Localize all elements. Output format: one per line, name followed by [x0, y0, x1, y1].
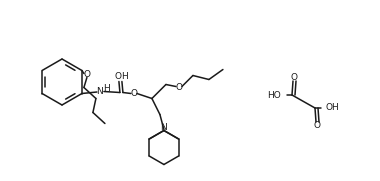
Text: O: O	[314, 121, 320, 131]
Text: O: O	[130, 89, 138, 98]
Text: O: O	[176, 83, 182, 92]
Text: OH: OH	[326, 104, 340, 113]
Text: N: N	[160, 123, 167, 132]
Text: O: O	[290, 73, 298, 81]
Text: O: O	[114, 72, 122, 81]
Text: H: H	[121, 72, 128, 81]
Text: N: N	[97, 87, 103, 96]
Text: O: O	[84, 70, 90, 79]
Text: HO: HO	[267, 90, 281, 100]
Text: H: H	[103, 84, 110, 93]
